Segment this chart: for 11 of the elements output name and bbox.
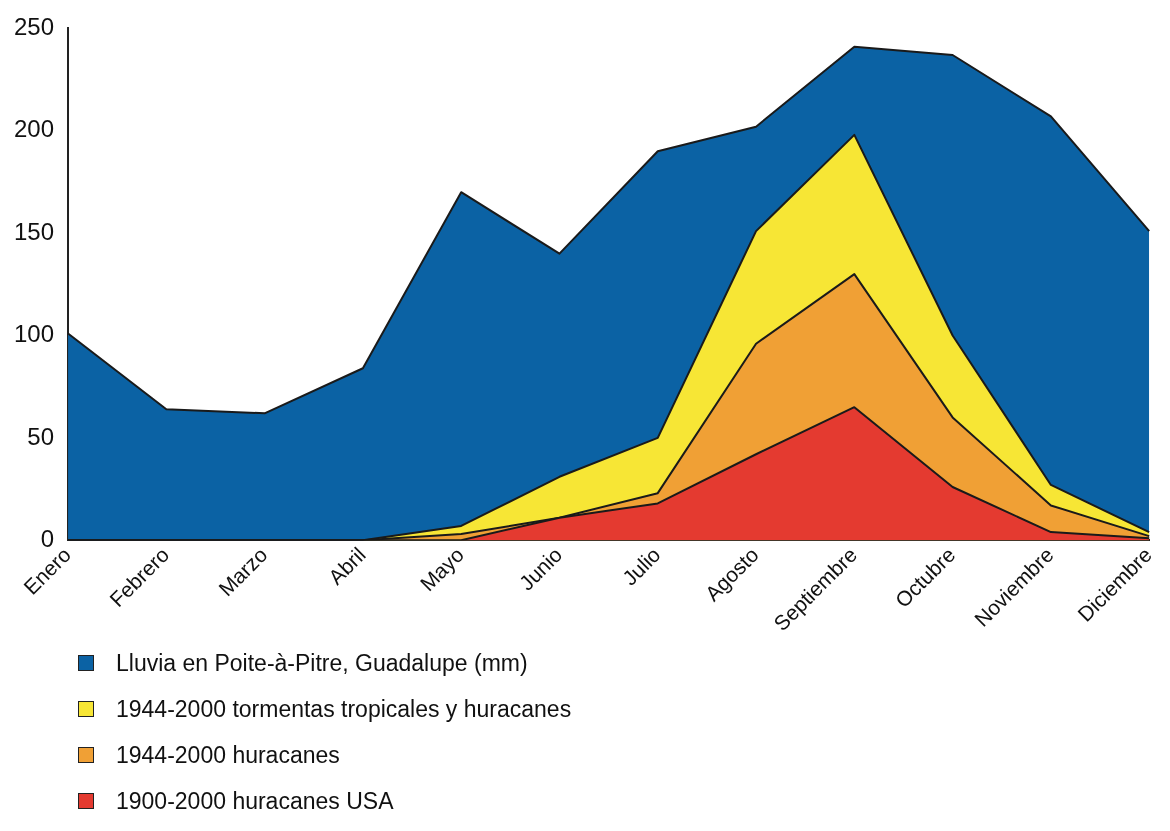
x-tick-label: Julio xyxy=(617,542,665,590)
legend-label: 1944-2000 tormentas tropicales y huracanes xyxy=(116,695,572,723)
y-tick-label: 150 xyxy=(14,217,55,245)
y-tick-label: 50 xyxy=(27,422,55,450)
legend-label: 1944-2000 huracanes xyxy=(116,741,340,769)
y-tick-label: 250 xyxy=(14,13,55,41)
legend-label: 1900-2000 huracanes USA xyxy=(116,787,394,815)
y-tick-label: 0 xyxy=(40,524,55,552)
y-tick-label: 200 xyxy=(14,115,55,143)
legend-label: Lluvia en Poite-à-Pitre, Guadalupe (mm) xyxy=(116,649,528,677)
y-tick-label: 100 xyxy=(14,320,55,348)
